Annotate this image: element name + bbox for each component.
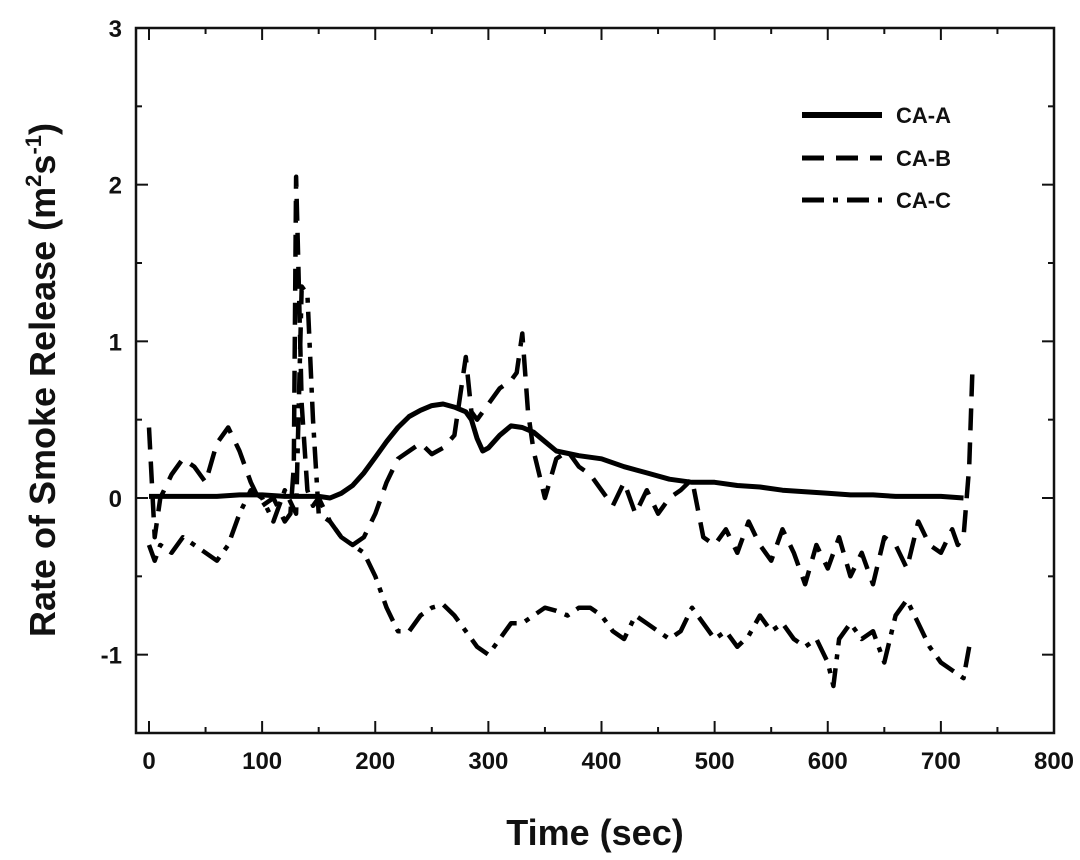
- x-tick-label-700: 700: [921, 748, 961, 775]
- y-axis-title-main: Rate of Smoke Release (m: [22, 187, 63, 637]
- series-layer: [146, 174, 975, 689]
- x-tick-label-100: 100: [242, 748, 282, 775]
- y-axis-title: Rate of Smoke Release (m2s-1): [21, 123, 63, 637]
- x-tick-label-800: 800: [1034, 748, 1074, 775]
- y-axis-title-end: ): [22, 123, 63, 135]
- y-tick-label--1: -1: [101, 643, 122, 670]
- y-axis-title-sup1: 2: [21, 175, 46, 187]
- y-tick-label-2: 2: [109, 173, 122, 200]
- legend-label-ca-c: CA-C: [896, 188, 951, 213]
- x-tick-label-600: 600: [808, 748, 848, 775]
- series-line-ca-c: [146, 284, 972, 689]
- series-line-ca-b: [146, 174, 975, 587]
- y-tick-label-3: 3: [109, 16, 122, 43]
- x-tick-label-300: 300: [468, 748, 508, 775]
- x-tick-label-0: 0: [142, 748, 155, 775]
- x-axis-title: Time (sec): [506, 812, 683, 853]
- plot-frame: [134, 26, 1056, 735]
- legend: CA-A CA-B CA-C: [802, 103, 951, 213]
- y-tick-label-0: 0: [109, 486, 122, 513]
- x-tick-label-400: 400: [581, 748, 621, 775]
- axis-ticks: [136, 27, 1055, 734]
- y-tick-label-1: 1: [109, 329, 122, 356]
- y-axis-title-mid: s: [22, 155, 63, 175]
- axis-tick-labels: 0 100 200 300 400 500 600 700 800 -1 0 1 2 3: [101, 16, 1074, 775]
- x-tick-label-500: 500: [695, 748, 735, 775]
- legend-label-ca-b: CA-B: [896, 146, 951, 171]
- legend-label-ca-a: CA-A: [896, 103, 951, 128]
- x-tick-label-200: 200: [355, 748, 395, 775]
- y-axis-title-sup2: -1: [21, 135, 46, 155]
- series-line-ca-a: [149, 401, 964, 501]
